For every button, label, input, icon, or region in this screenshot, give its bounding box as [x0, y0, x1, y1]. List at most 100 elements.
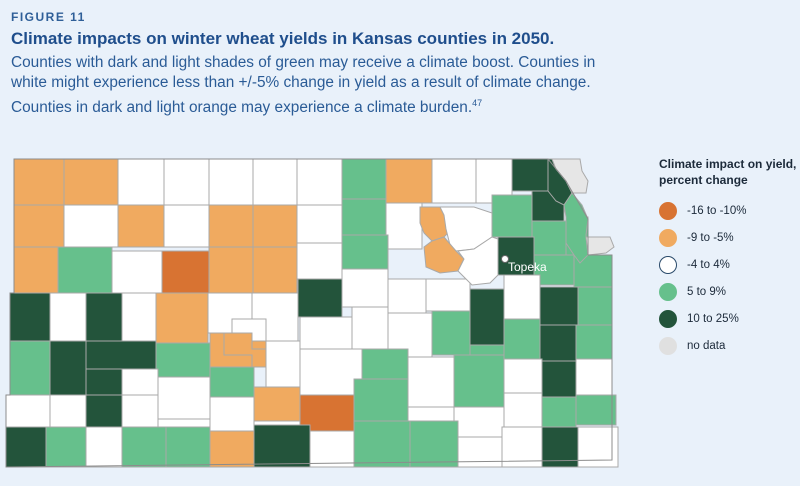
county: [45, 426, 87, 468]
county: [469, 288, 505, 346]
county: [209, 396, 255, 432]
county: [13, 246, 59, 294]
county: [387, 278, 427, 314]
county: [309, 430, 355, 468]
county: [165, 426, 211, 468]
county: [209, 366, 255, 398]
county: [409, 420, 459, 468]
legend-swatch: [659, 309, 677, 328]
county: [13, 204, 65, 248]
county: [253, 386, 301, 422]
county: [252, 158, 298, 206]
county: [209, 430, 255, 468]
county: [265, 340, 301, 388]
legend-item: -9 to -5%: [659, 227, 799, 248]
county: [49, 394, 87, 428]
county: [575, 358, 613, 396]
topeka-marker: [501, 255, 509, 263]
county: [85, 394, 123, 428]
county: [541, 396, 577, 428]
county: [457, 236, 499, 286]
county: [208, 158, 254, 206]
county: [351, 306, 389, 350]
legend-swatch: [659, 336, 677, 355]
county: [121, 394, 159, 428]
county: [163, 158, 210, 206]
county: [577, 286, 613, 326]
legend-title: Climate impact on yield, percent change: [659, 157, 797, 187]
map-legend: Climate impact on yield, percent change …: [659, 156, 799, 362]
legend-items: -16 to -10% -9 to -5% -4 to 4% 5 to 9% 10 to…: [659, 200, 799, 356]
description-text: Counties with dark and light shades of g…: [11, 54, 596, 117]
county: [208, 246, 254, 294]
figure-title: Climate impacts on winter wheat yields i…: [11, 29, 555, 48]
county: [541, 360, 577, 398]
county: [117, 204, 165, 248]
figure-label: FIGURE 11: [11, 10, 86, 24]
county: [85, 292, 123, 342]
county: [585, 236, 615, 256]
county: [453, 406, 505, 438]
county: [503, 274, 541, 320]
county: [491, 194, 533, 238]
legend-swatch: [659, 228, 677, 247]
county: [163, 204, 210, 248]
county: [575, 324, 613, 360]
county: [5, 394, 51, 428]
county: [431, 158, 477, 204]
legend-item: 5 to 9%: [659, 281, 799, 302]
county: [425, 278, 471, 312]
county: [208, 204, 254, 248]
county: [296, 204, 343, 244]
county: [85, 426, 123, 468]
county: [385, 158, 433, 204]
county: [453, 354, 505, 408]
legend-item: no data: [659, 335, 799, 356]
county: [121, 292, 157, 342]
county: [49, 340, 87, 396]
county: [223, 332, 267, 368]
county: [385, 202, 423, 250]
county: [161, 250, 210, 294]
legend-label: 10 to 25%: [687, 312, 739, 325]
county: [299, 348, 363, 396]
county: [296, 242, 343, 280]
county: [155, 292, 209, 344]
county: [503, 392, 543, 428]
city-label-topeka: Topeka: [508, 260, 547, 274]
county: [431, 310, 471, 356]
county: [503, 358, 543, 394]
county: [111, 250, 163, 294]
county: [155, 342, 211, 378]
county: [353, 420, 411, 468]
county: [539, 324, 577, 362]
state-outline: [5, 158, 613, 468]
legend-label: -16 to -10%: [687, 204, 747, 217]
county: [85, 340, 157, 370]
county: [457, 436, 503, 468]
county: [296, 158, 343, 206]
county: [13, 158, 65, 206]
legend-label: -9 to -5%: [687, 231, 734, 244]
legend-item: -16 to -10%: [659, 200, 799, 221]
county: [117, 158, 165, 206]
county: [121, 426, 167, 468]
county: [63, 204, 119, 248]
county: [63, 158, 119, 206]
county: [341, 268, 389, 308]
county: [297, 278, 343, 318]
county: [5, 426, 47, 468]
legend-item: 10 to 25%: [659, 308, 799, 329]
legend-label: -4 to 4%: [687, 258, 730, 271]
county: [407, 356, 455, 408]
county: [49, 292, 87, 342]
county: [503, 318, 541, 360]
legend-item: -4 to 4%: [659, 254, 799, 275]
county: [341, 234, 389, 270]
county: [252, 246, 298, 294]
county: [531, 220, 567, 256]
figure-description: Counties with dark and light shades of g…: [11, 53, 631, 118]
county: [361, 348, 409, 380]
county: [511, 158, 549, 192]
